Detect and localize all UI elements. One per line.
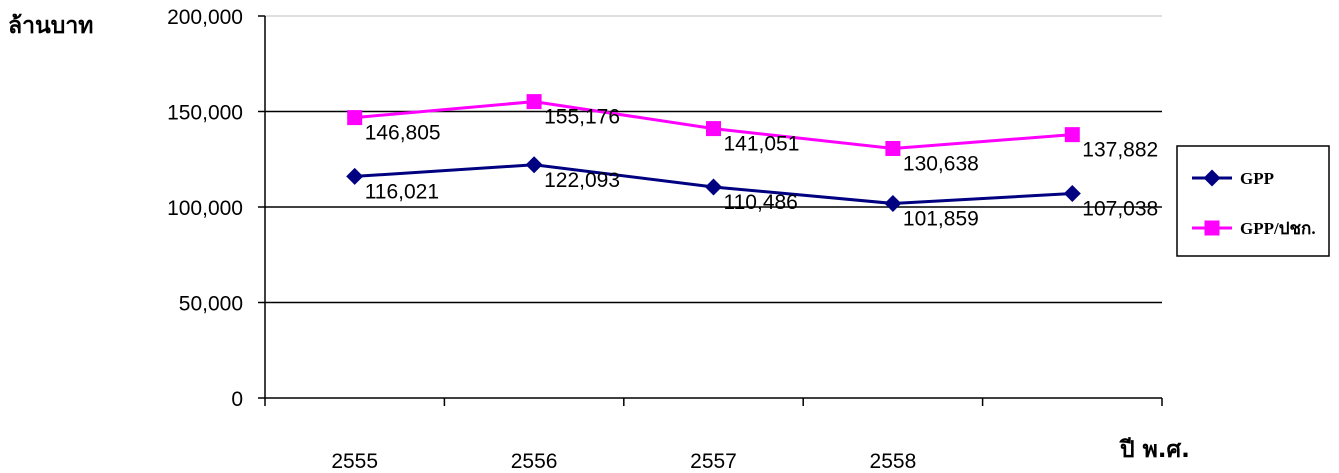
data-point bbox=[347, 110, 363, 126]
x-tick-label: 2556 bbox=[511, 450, 558, 473]
data-label: 116,021 bbox=[365, 180, 439, 203]
data-label: 137,882 bbox=[1082, 139, 1158, 162]
y-tick-label: 0 bbox=[231, 388, 243, 411]
data-label: 110,486 bbox=[724, 191, 798, 214]
data-point bbox=[525, 156, 543, 174]
x-tick-label: 2558 bbox=[870, 450, 917, 473]
legend-label: GPP bbox=[1240, 169, 1274, 188]
data-label: 101,859 bbox=[903, 207, 979, 230]
legend-marker bbox=[1204, 220, 1220, 236]
y-axis: 0 50,000 100,000 150,000 200,000 bbox=[167, 6, 266, 411]
data-point bbox=[346, 167, 364, 185]
y-tick-label: 200,000 bbox=[167, 6, 243, 29]
gridlines bbox=[265, 15, 1162, 304]
data-point bbox=[884, 194, 902, 212]
x-tick-label: 2557 bbox=[690, 450, 737, 473]
data-label: 130,638 bbox=[903, 152, 979, 175]
data-label: 146,805 bbox=[365, 122, 441, 145]
data-label: 107,038 bbox=[1082, 198, 1158, 221]
legend-box bbox=[1176, 145, 1330, 257]
data-point bbox=[1064, 127, 1080, 143]
y-axis-title: ล้านบาท bbox=[8, 13, 93, 39]
data-point bbox=[1063, 185, 1081, 203]
y-tick-label: 150,000 bbox=[167, 102, 243, 125]
data-point bbox=[526, 94, 542, 110]
data-point bbox=[885, 140, 901, 156]
x-axis-title: ปี พ.ศ. bbox=[1118, 437, 1189, 463]
data-label: 141,051 bbox=[724, 133, 800, 156]
x-tick-label: 2555 bbox=[331, 450, 378, 473]
legend: GPP GPP/ปชก. bbox=[1176, 145, 1330, 257]
x-axis: 2555 2556 2557 2558 bbox=[264, 397, 1163, 473]
data-label: 155,176 bbox=[544, 106, 620, 129]
series-group bbox=[346, 94, 1081, 212]
legend-label: GPP/ปชก. bbox=[1240, 219, 1316, 238]
data-labels: 116,021 122,093 110,486 101,859 107,038 146,8… bbox=[365, 106, 1159, 231]
y-tick-label: 50,000 bbox=[179, 293, 243, 316]
legend-marker bbox=[1203, 169, 1221, 187]
data-point bbox=[706, 121, 721, 137]
data-label: 122,093 bbox=[544, 169, 620, 192]
y-tick-label: 100,000 bbox=[167, 197, 243, 220]
data-point bbox=[705, 178, 722, 196]
